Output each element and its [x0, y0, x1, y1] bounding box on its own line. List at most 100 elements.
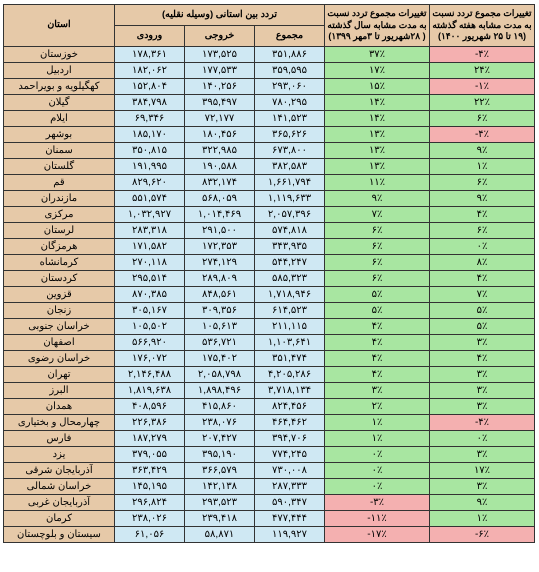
out-cell: ۷۲,۱۷۷: [185, 111, 255, 127]
sum-cell: ۵۷۴,۸۱۸: [255, 223, 325, 239]
out-cell: ۱۰۵,۶۱۳: [185, 319, 255, 335]
table-row: -۶٪-۱۷٪۱۱۹,۹۲۷۵۸,۸۷۱۶۱,۰۵۶سیستان و بلوچس…: [3, 527, 534, 543]
sum-cell: ۵۸۵,۳۲۳: [255, 271, 325, 287]
pct-week-cell: ۳٪: [430, 383, 535, 399]
sum-cell: ۶۷۳,۸۰۰: [255, 143, 325, 159]
out-cell: ۱,۸۹۸,۴۹۶: [185, 383, 255, 399]
out-cell: ۲۰۷,۴۲۷: [185, 431, 255, 447]
pct-year-cell: ۲٪: [325, 399, 430, 415]
in-cell: ۲۷۰,۱۱۸: [114, 255, 184, 271]
pct-year-cell: ۰٪: [325, 463, 430, 479]
pct-year-cell: ۱٪: [325, 431, 430, 447]
header-pct-week: تغییرات مجموع تردد نسبت به مدت مشابه هفت…: [430, 5, 535, 47]
in-cell: ۳۶۳,۴۲۹: [114, 463, 184, 479]
pct-year-cell: ۱٪: [325, 415, 430, 431]
in-cell: ۶۱,۰۵۶: [114, 527, 184, 543]
pct-week-cell: ۳٪: [430, 367, 535, 383]
pct-year-cell: ۶٪: [325, 223, 430, 239]
sum-cell: ۱,۷۱۸,۹۴۶: [255, 287, 325, 303]
pct-week-cell: ۱٪: [430, 511, 535, 527]
in-cell: ۸۲۹,۶۲۰: [114, 175, 184, 191]
pct-week-cell: ۰٪: [430, 239, 535, 255]
in-cell: ۱۹۱,۹۹۵: [114, 159, 184, 175]
table-row: ۶٪۱۱٪۱,۶۶۱,۷۹۴۸۳۲,۱۷۴۸۲۹,۶۲۰قم: [3, 175, 534, 191]
in-cell: ۲۲۶,۳۸۶: [114, 415, 184, 431]
sum-cell: ۱,۶۶۱,۷۹۴: [255, 175, 325, 191]
in-cell: ۱,۸۱۹,۶۳۸: [114, 383, 184, 399]
out-cell: ۴۱۵,۸۶۰: [185, 399, 255, 415]
table-row: ۸٪۶٪۵۴۴,۲۴۷۲۷۴,۱۲۹۲۷۰,۱۱۸کرمانشاه: [3, 255, 534, 271]
pct-year-cell: -۱۱٪: [325, 511, 430, 527]
out-cell: ۲۸۹,۸۰۹: [185, 271, 255, 287]
table-row: -۴٪۱۳٪۳۶۵,۶۲۶۱۸۰,۴۵۶۱۸۵,۱۷۰بوشهر: [3, 127, 534, 143]
pct-year-cell: ۶٪: [325, 255, 430, 271]
traffic-table: تغییرات مجموع تردد نسبت به مدت مشابه هفت…: [3, 4, 535, 543]
province-cell: گیلان: [3, 95, 114, 111]
table-row: ۴٪۷٪۲,۰۵۷,۳۹۶۱,۰۱۴,۴۶۹۱,۰۳۲,۹۲۷مرکزی: [3, 207, 534, 223]
out-cell: ۲۳۸,۰۷۶: [185, 415, 255, 431]
table-row: ۶٪۱۴٪۱۴۱,۵۲۳۷۲,۱۷۷۶۹,۳۴۶ایلام: [3, 111, 534, 127]
table-row: ۱۷٪۰٪۷۳۰,۰۰۸۳۶۶,۵۷۹۳۶۳,۴۲۹آذربایجان شرقی: [3, 463, 534, 479]
pct-year-cell: ۵٪: [325, 303, 430, 319]
table-row: ۹٪۹٪۱,۱۱۹,۶۳۳۵۶۸,۰۵۹۵۵۱,۵۷۴مازندران: [3, 191, 534, 207]
province-cell: کرمان: [3, 511, 114, 527]
out-cell: ۳۰۹,۳۵۶: [185, 303, 255, 319]
pct-week-cell: -۶٪: [430, 527, 535, 543]
out-cell: ۲۳۹,۴۱۸: [185, 511, 255, 527]
in-cell: ۱۰۵,۵۰۲: [114, 319, 184, 335]
pct-week-cell: -۴٪: [430, 127, 535, 143]
sum-cell: ۲,۰۵۷,۳۹۶: [255, 207, 325, 223]
header-pct-year: تغییرات مجموع تردد نسبت به مدت مشابه سال…: [325, 5, 430, 47]
sum-cell: ۷۳۰,۰۰۸: [255, 463, 325, 479]
province-cell: فارس: [3, 431, 114, 447]
province-cell: ایلام: [3, 111, 114, 127]
pct-week-cell: -۴٪: [430, 47, 535, 63]
province-cell: تهران: [3, 367, 114, 383]
sum-cell: ۵۴۴,۲۴۷: [255, 255, 325, 271]
table-row: ۳٪۲٪۸۲۴,۴۵۶۴۱۵,۸۶۰۴۰۸,۵۹۶همدان: [3, 399, 534, 415]
in-cell: ۱۷۶,۰۷۲: [114, 351, 184, 367]
sum-cell: ۸۲۴,۴۵۶: [255, 399, 325, 415]
sum-cell: ۴,۲۰۵,۲۸۶: [255, 367, 325, 383]
sum-cell: ۲۸۷,۳۳۳: [255, 479, 325, 495]
out-cell: ۵۶۸,۰۵۹: [185, 191, 255, 207]
in-cell: ۶۹,۳۴۶: [114, 111, 184, 127]
in-cell: ۳۰۵,۱۶۷: [114, 303, 184, 319]
pct-week-cell: ۲۲٪: [430, 95, 535, 111]
province-cell: زنجان: [3, 303, 114, 319]
out-cell: ۲۷۴,۱۲۹: [185, 255, 255, 271]
out-cell: ۱۴۰,۲۵۶: [185, 79, 255, 95]
pct-week-cell: ۶٪: [430, 223, 535, 239]
pct-week-cell: ۹٪: [430, 191, 535, 207]
province-cell: سیستان و بلوچستان: [3, 527, 114, 543]
pct-year-cell: ۰٪: [325, 447, 430, 463]
header-sum: مجموع: [255, 26, 325, 47]
pct-year-cell: ۰٪: [325, 479, 430, 495]
in-cell: ۴۰۸,۵۹۶: [114, 399, 184, 415]
out-cell: ۳۶۶,۵۷۹: [185, 463, 255, 479]
pct-year-cell: ۹٪: [325, 191, 430, 207]
table-row: -۴٪۱٪۴۶۴,۴۶۲۲۳۸,۰۷۶۲۲۶,۳۸۶چهارمحال و بخت…: [3, 415, 534, 431]
pct-year-cell: ۵٪: [325, 287, 430, 303]
province-cell: یزد: [3, 447, 114, 463]
in-cell: ۲,۱۴۶,۴۸۸: [114, 367, 184, 383]
province-cell: کردستان: [3, 271, 114, 287]
pct-week-cell: ۵٪: [430, 319, 535, 335]
in-cell: ۱۸۷,۲۷۹: [114, 431, 184, 447]
pct-year-cell: ۶٪: [325, 239, 430, 255]
province-cell: قم: [3, 175, 114, 191]
pct-year-cell: ۱۳٪: [325, 159, 430, 175]
header-province: استان: [3, 5, 114, 47]
pct-week-cell: -۴٪: [430, 415, 535, 431]
pct-week-cell: ۵٪: [430, 303, 535, 319]
sum-cell: ۱۱۹,۹۲۷: [255, 527, 325, 543]
pct-year-cell: ۱۷٪: [325, 63, 430, 79]
in-cell: ۱,۰۳۲,۹۲۷: [114, 207, 184, 223]
table-row: ۳٪۴٪۴,۲۰۵,۲۸۶۲,۰۵۸,۷۹۸۲,۱۴۶,۴۸۸تهران: [3, 367, 534, 383]
out-cell: ۱۹۰,۵۸۸: [185, 159, 255, 175]
pct-year-cell: ۷٪: [325, 207, 430, 223]
sum-cell: ۳۴۳,۹۳۵: [255, 239, 325, 255]
sum-cell: ۳۸۲,۵۸۳: [255, 159, 325, 175]
table-row: ۹٪-۳٪۵۹۰,۳۴۷۲۹۳,۵۲۳۲۹۶,۸۲۴آذربایجان غربی: [3, 495, 534, 511]
pct-week-cell: ۴٪: [430, 351, 535, 367]
